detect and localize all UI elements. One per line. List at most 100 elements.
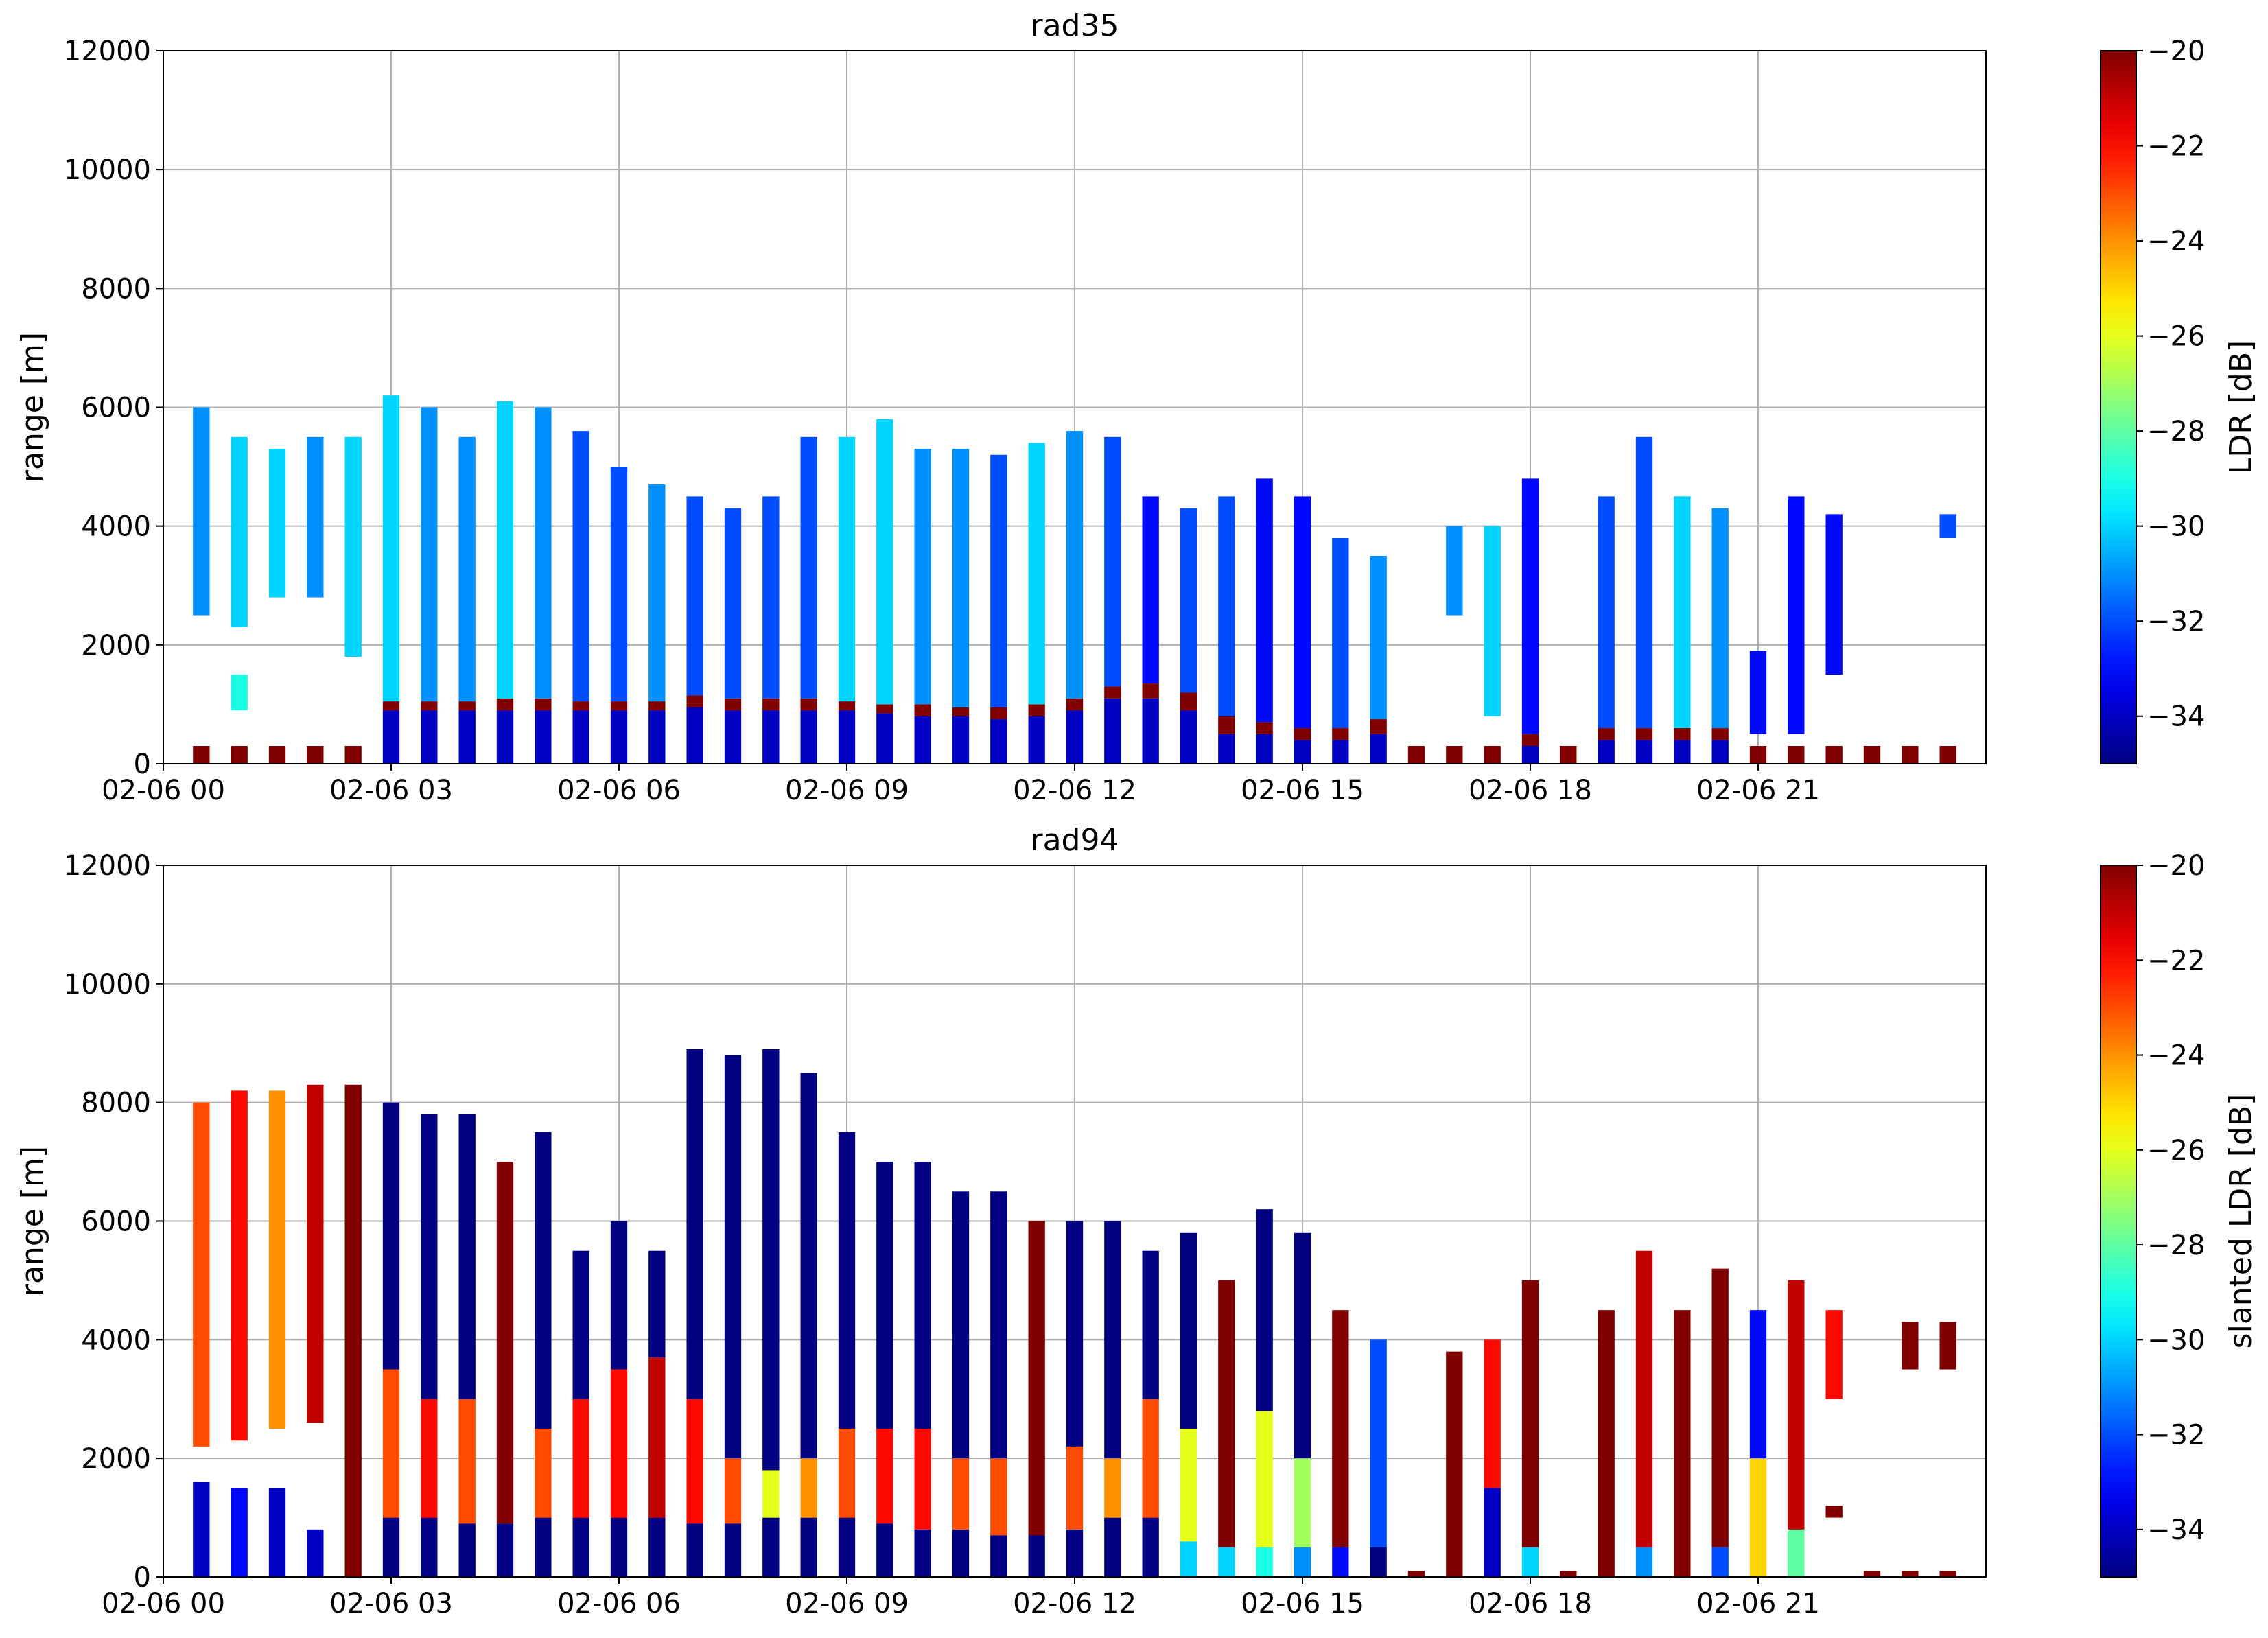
y-tick-label: 4000	[81, 1324, 151, 1356]
profile-segment	[914, 1162, 931, 1429]
profile-segment	[1788, 496, 1805, 734]
profile-segment	[496, 698, 514, 711]
profile-segment	[535, 1517, 552, 1577]
colorbar-tick-label: −20	[2147, 850, 2205, 882]
profile-segment	[876, 1428, 893, 1524]
profile-segment	[1066, 1221, 1084, 1447]
profile-segment	[1711, 740, 1729, 764]
profile-segment	[1066, 431, 1084, 699]
profile-segment	[952, 1529, 970, 1577]
colorbar-tick-label: −24	[2147, 1040, 2205, 1072]
profile-segment	[1104, 1517, 1121, 1577]
profile-segment	[876, 419, 893, 705]
profile-segment	[268, 1488, 286, 1577]
profile-segment	[535, 1132, 552, 1429]
profile-segment	[421, 1517, 438, 1577]
profile-segment	[762, 698, 780, 711]
y-tick-label: 4000	[81, 511, 151, 543]
profile-segment	[914, 704, 931, 716]
profile-segment	[382, 701, 400, 711]
profile-segment	[686, 695, 703, 707]
profile-segment	[1142, 1250, 1159, 1399]
profile-segment	[268, 1090, 286, 1429]
profile-segment	[1256, 1209, 1273, 1412]
colorbar-tick-label: −30	[2147, 1324, 2205, 1356]
profile-segment	[1749, 746, 1767, 764]
profile-segment	[344, 436, 362, 657]
profile-segment	[1104, 1458, 1121, 1518]
profile-segment	[1484, 1488, 1501, 1577]
y-tick-label: 0	[134, 1562, 151, 1593]
profile-segment	[724, 1458, 742, 1524]
profile-segment	[914, 716, 931, 764]
profile-segment	[193, 407, 210, 616]
profile-segment	[1939, 1571, 1956, 1577]
profile-segment	[1863, 746, 1881, 764]
y-tick-label: 2000	[81, 630, 151, 662]
profile-segment	[648, 1357, 666, 1518]
profile-segment	[1711, 1268, 1729, 1547]
profile-segment	[382, 710, 400, 764]
y-tick-label: 2000	[81, 1443, 151, 1475]
x-tick-label: 02-06 09	[785, 1588, 909, 1619]
profile-segment	[1370, 734, 1387, 764]
profile-segment	[990, 707, 1007, 720]
profile-segment	[724, 698, 742, 711]
profile-segment	[1635, 740, 1653, 764]
profile-segment	[1560, 746, 1577, 764]
profile-segment	[1598, 740, 1615, 764]
profile-segment	[1598, 1310, 1615, 1577]
profile-segment	[1104, 1221, 1121, 1459]
profile-segment	[1635, 1547, 1653, 1577]
profile-segment	[1142, 1399, 1159, 1518]
profile-segment	[1674, 1310, 1691, 1577]
profile-segment	[1066, 710, 1084, 764]
profile-segment	[1674, 728, 1691, 740]
profile-segment	[1788, 1280, 1805, 1530]
profile-segment	[686, 707, 703, 764]
plot-frame	[163, 865, 1987, 1578]
profile-segment	[1180, 508, 1197, 693]
profile-segment	[838, 1132, 856, 1429]
profile-segment	[1256, 722, 1273, 734]
profile-segment	[572, 431, 589, 702]
profile-segment	[496, 710, 514, 764]
profile-segment	[193, 746, 210, 764]
profile-segment	[1825, 1506, 1843, 1518]
profile-segment	[1180, 1541, 1197, 1577]
profile-segment	[1446, 526, 1463, 616]
colorbar-tick-label: −26	[2147, 321, 2205, 353]
profile-segment	[231, 746, 248, 764]
colorbar-tick-label: −28	[2147, 416, 2205, 447]
y-axis-label: range [m]	[15, 332, 50, 482]
profile-segment	[458, 436, 476, 702]
y-tick-label: 6000	[81, 393, 151, 424]
profile-segment	[1749, 1458, 1767, 1577]
profile-segment	[1939, 1322, 1956, 1370]
colorbar-tick-label: −22	[2147, 945, 2205, 976]
x-tick-label: 02-06 00	[102, 775, 225, 806]
profile-segment	[1863, 1571, 1881, 1577]
profile-segment	[1788, 1529, 1805, 1577]
profile-segment	[1180, 1428, 1197, 1542]
profile-segment	[1749, 651, 1767, 734]
profile-segment	[1939, 514, 1956, 538]
profile-segment	[1294, 728, 1311, 740]
profile-segment	[1028, 1535, 1045, 1577]
profile-segment	[1598, 496, 1615, 729]
profile-segment	[1939, 746, 1956, 764]
profile-segment	[1104, 436, 1121, 687]
chart-title: rad35	[1031, 8, 1119, 43]
profile-segment	[800, 1073, 817, 1459]
profile-segment	[1825, 1310, 1843, 1399]
profile-segment	[421, 701, 438, 711]
colorbar-tick-label: −32	[2147, 606, 2205, 637]
profile-segment	[1066, 1529, 1084, 1577]
profile-segment	[1407, 1571, 1425, 1577]
profile-segment	[1294, 1547, 1311, 1577]
x-tick-label: 02-06 06	[557, 775, 681, 806]
profile-segment	[1484, 526, 1501, 716]
profile-segment	[1484, 1339, 1501, 1488]
profile-segment	[1332, 537, 1349, 729]
profile-segment	[1788, 746, 1805, 764]
